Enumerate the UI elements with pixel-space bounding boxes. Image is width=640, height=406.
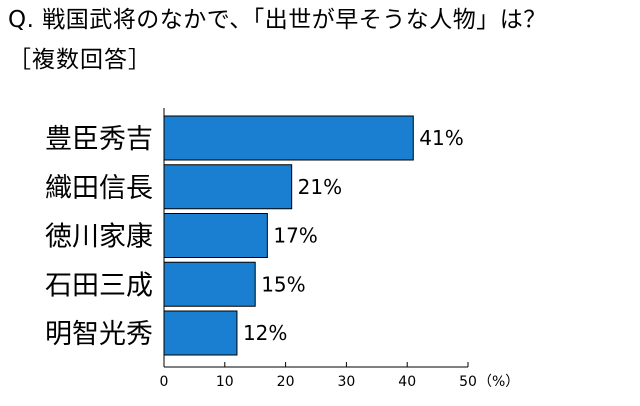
value-label: 17% [273,224,317,248]
x-tick-label: 0 [160,374,169,390]
question-title: Q. 戦国武将のなかで、「出世が早そうな人物」は？ [8,7,547,33]
x-tick-label: 20 [277,374,295,390]
x-tick-label: 50 [459,374,477,390]
category-label: 豊臣秀吉 [45,124,153,155]
value-label: 15% [261,272,305,296]
x-tick-label: 30 [337,374,355,390]
value-label: 41% [419,126,463,150]
x-axis-unit: （%） [478,374,519,390]
bars-group: 豊臣秀吉 41% 織田信長 21% 徳川家康 17% 石田三成 15% 明智光秀 12% [45,115,464,356]
category-label: 徳川家康 [45,222,153,253]
bar [163,261,256,307]
bar [163,115,414,161]
category-label: 石田三成 [45,270,153,301]
x-tick-label: 10 [216,374,234,390]
x-axis: 0 10 20 30 40 50 （%） [160,108,519,390]
bar [163,310,238,356]
value-label: 21% [298,175,342,199]
bar [163,164,293,210]
category-label: 明智光秀 [45,319,153,350]
value-label: 12% [243,321,287,345]
category-label: 織田信長 [45,173,153,204]
x-tick-label: 40 [398,374,416,390]
bar [163,213,268,258]
question-subtitle: ［複数回答］ [8,47,152,73]
